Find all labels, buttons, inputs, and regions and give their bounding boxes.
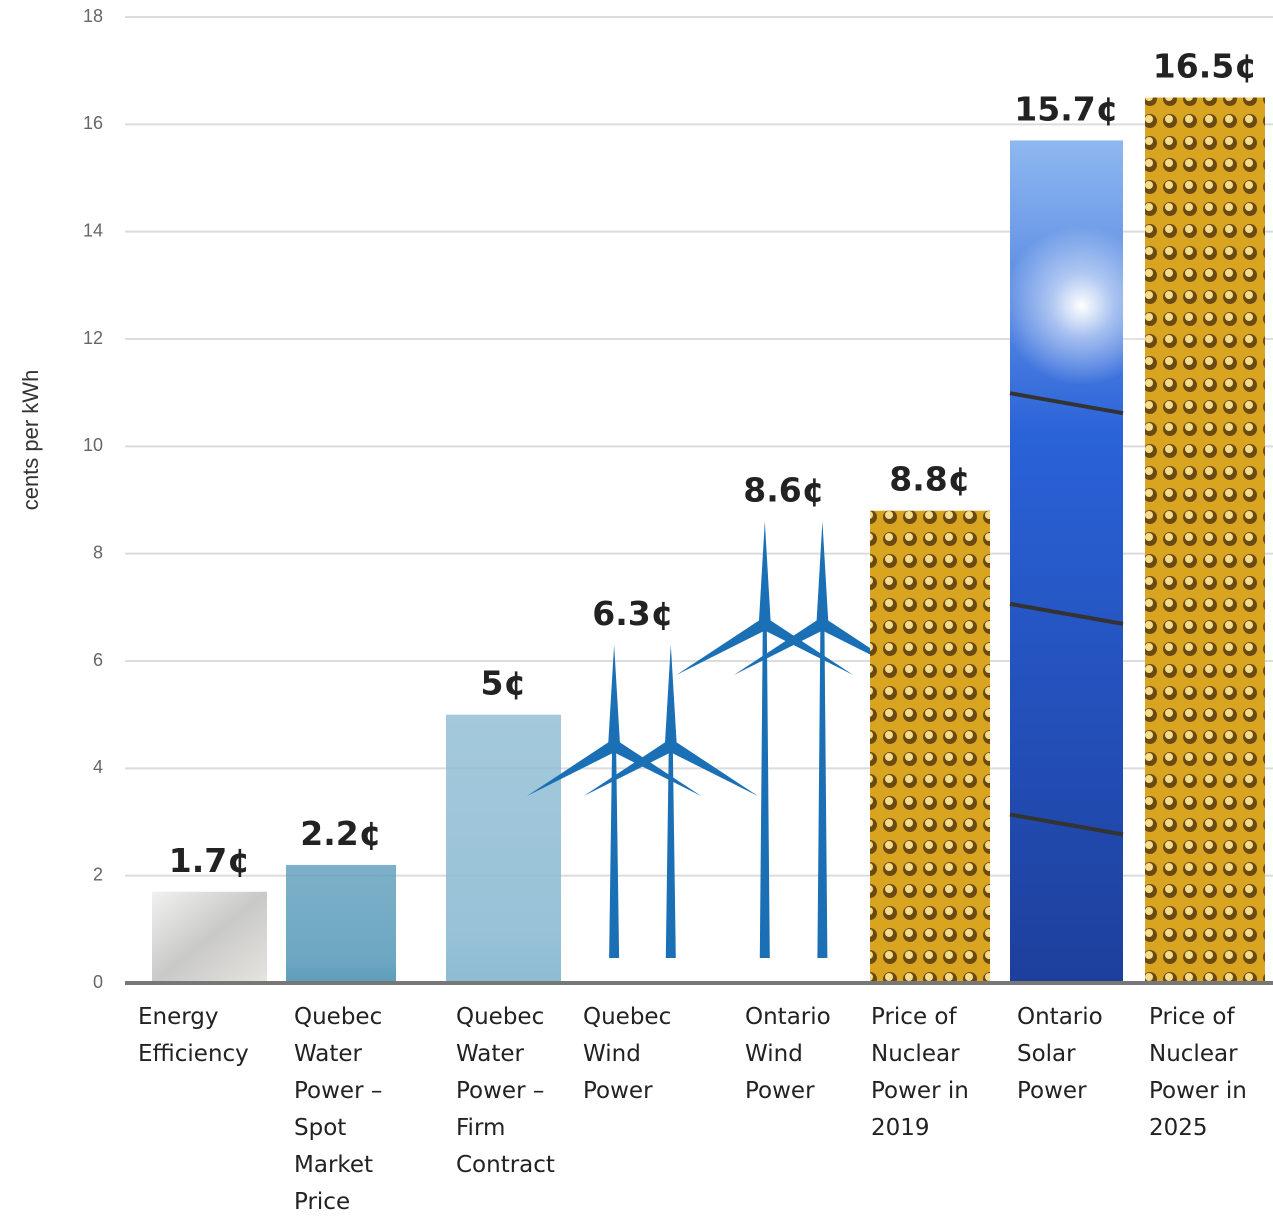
turbine-blade <box>733 618 826 676</box>
x-tick-label: Quebec Water Power – Firm Contract <box>456 1004 555 1178</box>
turbine-hub <box>817 618 828 629</box>
turbine-blade <box>761 618 854 676</box>
turbine-tower <box>665 745 676 958</box>
turbine-blade <box>816 521 829 624</box>
bar <box>286 864 396 983</box>
x-tick-label: Quebec Water Power – Spot Market Price <box>294 1004 383 1215</box>
turbine-blade <box>608 644 621 746</box>
value-label: 8.8¢ <box>889 460 970 499</box>
y-tick-label: 8 <box>93 542 103 562</box>
value-label: 5¢ <box>481 664 527 703</box>
turbine-blade <box>583 740 674 797</box>
bar <box>1145 97 1265 983</box>
bar <box>870 510 990 983</box>
panel-edge <box>1009 812 1124 837</box>
value-label: 2.2¢ <box>300 814 381 853</box>
turbine-blade <box>667 740 759 797</box>
x-tick-label: Price of Nuclear Power in 2019 <box>871 1004 969 1141</box>
y-tick-label: 12 <box>83 328 103 348</box>
value-label: 16.5¢ <box>1153 47 1257 86</box>
bar <box>676 521 912 958</box>
y-tick-label: 18 <box>83 6 103 26</box>
y-tick-label: 16 <box>83 113 103 133</box>
y-axis-title: cents per kWh <box>18 370 43 511</box>
turbine-hub <box>665 740 676 751</box>
x-tick-label: Ontario Solar Power <box>1017 1004 1103 1104</box>
turbine-blade <box>526 740 618 797</box>
y-tick-label: 4 <box>93 757 103 777</box>
turbine-hub <box>609 740 620 751</box>
value-label: 8.6¢ <box>743 470 824 509</box>
bar <box>526 644 759 958</box>
value-label: 15.7¢ <box>1014 89 1118 128</box>
turbine-blade <box>664 644 677 746</box>
turbine-tower <box>609 745 620 958</box>
turbine-blade <box>611 740 702 797</box>
y-tick-label: 2 <box>93 864 103 884</box>
turbine-hub <box>759 618 770 629</box>
value-label: 1.7¢ <box>169 841 250 880</box>
bar <box>446 714 561 983</box>
sun-glare <box>1001 225 1162 386</box>
y-tick-label: 14 <box>83 220 103 240</box>
turbine-blade <box>676 618 768 676</box>
x-tick-label: Quebec Wind Power <box>583 1004 672 1104</box>
turbine-blade <box>758 521 771 624</box>
value-label: 6.3¢ <box>592 594 673 633</box>
x-tick-label: Energy Efficiency <box>138 1004 249 1067</box>
turbine-tower <box>817 623 828 958</box>
panel-edge <box>1009 391 1124 416</box>
bar <box>152 891 267 983</box>
y-tick-label: 10 <box>83 435 103 455</box>
x-tick-label: Price of Nuclear Power in 2025 <box>1149 1004 1247 1141</box>
turbine-tower <box>759 623 770 958</box>
x-tick-label: Ontario Wind Power <box>745 1004 831 1104</box>
y-tick-label: 0 <box>93 972 103 992</box>
panel-edge <box>1009 601 1124 626</box>
y-tick-label: 6 <box>93 650 103 670</box>
